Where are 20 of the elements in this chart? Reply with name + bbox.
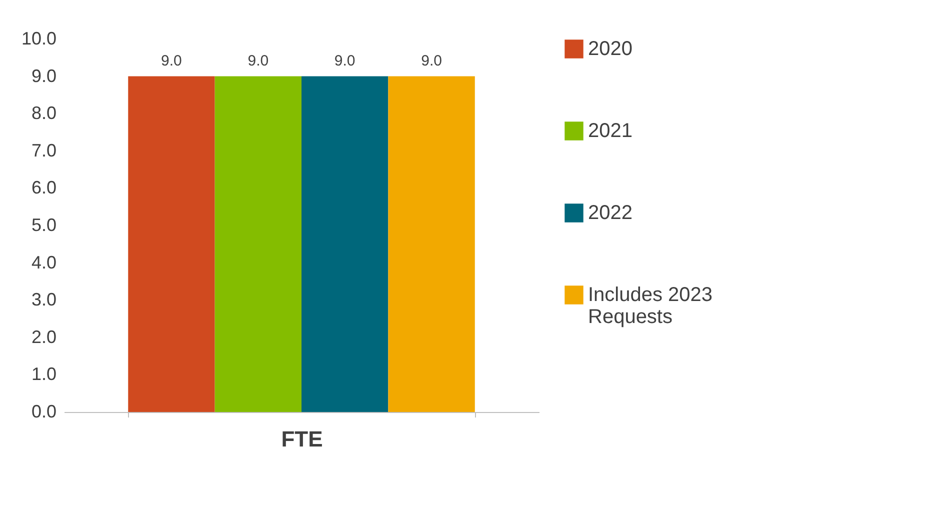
legend-label: 2022	[588, 202, 632, 224]
y-tick-label: 5.0	[31, 215, 56, 235]
y-tick-label: 9.0	[31, 66, 56, 86]
y-tick-label: 0.0	[31, 402, 56, 422]
y-tick-label: 7.0	[31, 140, 56, 160]
data-label: 9.0	[161, 52, 182, 70]
y-tick-label: 2.0	[31, 326, 56, 347]
data-label: 9.0	[248, 52, 269, 70]
data-label: 9.0	[421, 52, 442, 70]
legend-label: 2020	[588, 38, 632, 60]
y-tick-label: 4.0	[31, 252, 56, 272]
y-tick-label: 3.0	[31, 290, 56, 310]
y-tick-label: 1.0	[31, 364, 56, 384]
legend-label: 2021	[588, 120, 632, 142]
x-tick-label: FTE	[281, 426, 323, 452]
y-tick-label: 8.0	[31, 103, 56, 124]
y-tick-label: 6.0	[31, 178, 56, 198]
legend-label: Includes 2023 Requests	[588, 284, 713, 328]
data-label: 9.0	[334, 52, 356, 70]
y-tick-label: 10.0	[21, 28, 56, 48]
